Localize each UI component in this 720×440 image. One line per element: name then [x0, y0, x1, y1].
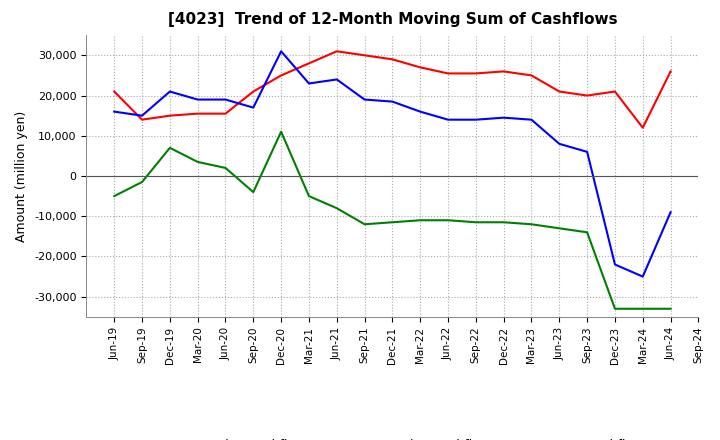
- Free Cashflow: [472, 117, 480, 122]
- Operating Cashflow: [500, 69, 508, 74]
- Title: [4023]  Trend of 12-Month Moving Sum of Cashflows: [4023] Trend of 12-Month Moving Sum of C…: [168, 12, 617, 27]
- Free Cashflow: [444, 117, 452, 122]
- Operating Cashflow: [639, 125, 647, 130]
- Free Cashflow: [388, 99, 397, 104]
- Free Cashflow: [666, 209, 675, 215]
- Free Cashflow: [555, 141, 564, 147]
- Line: Operating Cashflow: Operating Cashflow: [114, 51, 670, 128]
- Free Cashflow: [582, 149, 591, 154]
- Operating Cashflow: [194, 111, 202, 116]
- Operating Cashflow: [333, 49, 341, 54]
- Investing Cashflow: [555, 226, 564, 231]
- Operating Cashflow: [444, 71, 452, 76]
- Y-axis label: Amount (million yen): Amount (million yen): [16, 110, 29, 242]
- Investing Cashflow: [249, 190, 258, 195]
- Investing Cashflow: [110, 194, 119, 199]
- Investing Cashflow: [444, 218, 452, 223]
- Free Cashflow: [416, 109, 425, 114]
- Free Cashflow: [249, 105, 258, 110]
- Operating Cashflow: [472, 71, 480, 76]
- Legend: Operating Cashflow, Investing Cashflow, Free Cashflow: Operating Cashflow, Investing Cashflow, …: [136, 434, 649, 440]
- Operating Cashflow: [582, 93, 591, 98]
- Line: Investing Cashflow: Investing Cashflow: [114, 132, 670, 309]
- Investing Cashflow: [611, 306, 619, 312]
- Investing Cashflow: [305, 194, 313, 199]
- Investing Cashflow: [194, 159, 202, 165]
- Investing Cashflow: [639, 306, 647, 312]
- Free Cashflow: [221, 97, 230, 102]
- Investing Cashflow: [333, 205, 341, 211]
- Free Cashflow: [194, 97, 202, 102]
- Operating Cashflow: [138, 117, 146, 122]
- Free Cashflow: [360, 97, 369, 102]
- Operating Cashflow: [555, 89, 564, 94]
- Free Cashflow: [527, 117, 536, 122]
- Operating Cashflow: [166, 113, 174, 118]
- Operating Cashflow: [249, 89, 258, 94]
- Operating Cashflow: [611, 89, 619, 94]
- Investing Cashflow: [472, 220, 480, 225]
- Operating Cashflow: [416, 65, 425, 70]
- Free Cashflow: [611, 262, 619, 267]
- Operating Cashflow: [388, 57, 397, 62]
- Investing Cashflow: [360, 222, 369, 227]
- Operating Cashflow: [305, 61, 313, 66]
- Investing Cashflow: [582, 230, 591, 235]
- Operating Cashflow: [666, 69, 675, 74]
- Free Cashflow: [305, 81, 313, 86]
- Investing Cashflow: [416, 218, 425, 223]
- Operating Cashflow: [527, 73, 536, 78]
- Operating Cashflow: [360, 53, 369, 58]
- Investing Cashflow: [138, 180, 146, 185]
- Free Cashflow: [138, 113, 146, 118]
- Line: Free Cashflow: Free Cashflow: [114, 51, 670, 277]
- Operating Cashflow: [276, 73, 285, 78]
- Investing Cashflow: [500, 220, 508, 225]
- Free Cashflow: [276, 49, 285, 54]
- Free Cashflow: [500, 115, 508, 120]
- Free Cashflow: [166, 89, 174, 94]
- Free Cashflow: [110, 109, 119, 114]
- Investing Cashflow: [276, 129, 285, 134]
- Investing Cashflow: [666, 306, 675, 312]
- Free Cashflow: [639, 274, 647, 279]
- Free Cashflow: [333, 77, 341, 82]
- Operating Cashflow: [110, 89, 119, 94]
- Investing Cashflow: [166, 145, 174, 150]
- Investing Cashflow: [527, 222, 536, 227]
- Operating Cashflow: [221, 111, 230, 116]
- Investing Cashflow: [388, 220, 397, 225]
- Investing Cashflow: [221, 165, 230, 171]
